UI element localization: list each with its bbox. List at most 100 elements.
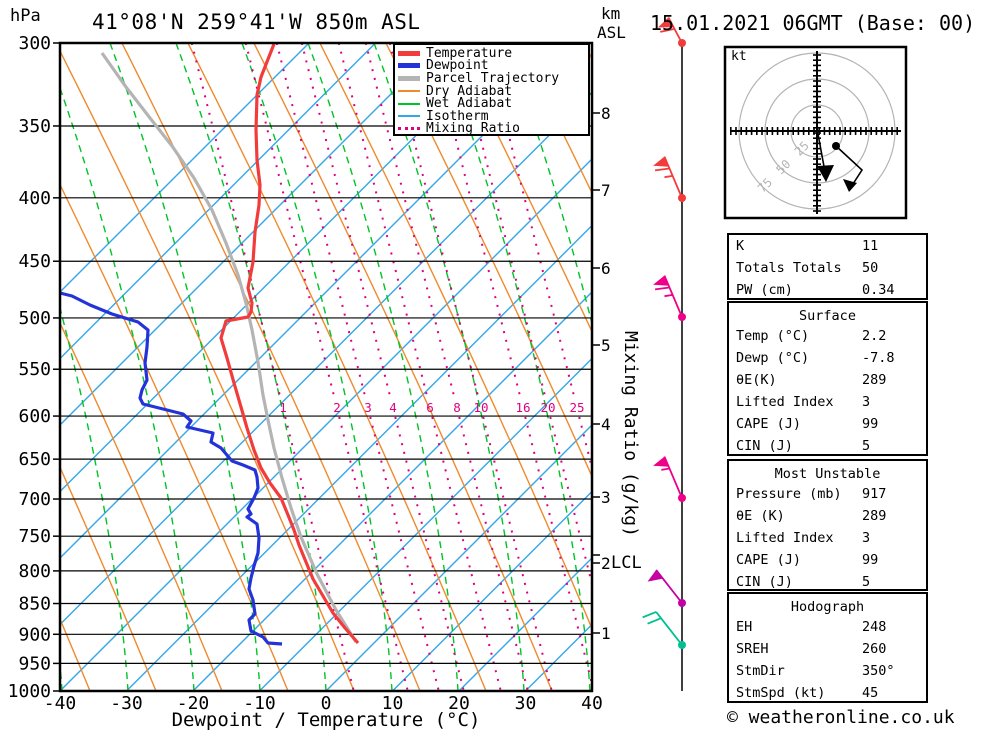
- table-row: Dewp (°C) -7.8: [729, 347, 926, 369]
- legend-item: Dewpoint: [395, 58, 588, 74]
- dewpoint-line-swatch: [398, 63, 420, 69]
- dry-adiabat-line: [451, 44, 591, 332]
- pressure-tick-label: 1000: [8, 681, 51, 702]
- dewpoint-curve: [59, 291, 283, 646]
- legend-item: Isotherm: [395, 109, 588, 124]
- km-tick-label: 2: [601, 554, 611, 573]
- mixing-ratio-value-label: 3: [364, 400, 372, 415]
- legend-item: Dry Adiabat: [395, 83, 588, 99]
- isotherm-line: [259, 358, 591, 690]
- lcl-marker-label: LCL: [611, 553, 642, 573]
- pressure-tick-label: 350: [18, 116, 51, 137]
- mixing-ratio-value-label: 10: [473, 400, 488, 415]
- table-row: SREH 260: [729, 638, 926, 660]
- temperature-tick-label: -20: [177, 693, 210, 714]
- temperature-line-swatch: [398, 50, 420, 56]
- mixing-ratio-line: [458, 416, 529, 690]
- table-row: CIN (J) 5: [729, 435, 926, 457]
- isotherm-line: [61, 92, 591, 625]
- wind-barb-pennant: [653, 156, 669, 167]
- mixing-ratio-line: [369, 416, 440, 690]
- altitude-unit-label-km: km: [601, 4, 621, 23]
- wind-barb-half: [661, 467, 670, 471]
- temperature-tick-label: 40: [581, 693, 603, 714]
- hodograph-trace-start-dot: [832, 142, 840, 150]
- legend-item: Parcel Trajectory: [395, 71, 588, 86]
- legend-label: Dewpoint: [426, 58, 489, 74]
- table-row-label: Lifted Index: [736, 394, 834, 410]
- mixing-ratio-value-label: 4: [389, 400, 397, 415]
- legend-item: Mixing Ratio: [395, 121, 588, 136]
- isotherm-line: [61, 44, 309, 292]
- dry-adiabat-line-swatch: [398, 90, 420, 93]
- temperature-tick-label: -30: [110, 693, 143, 714]
- km-tick-label: 1: [601, 624, 611, 643]
- isotherm-line: [126, 225, 591, 690]
- hodograph-table: Hodograph EH 248 SREH 260 StmDir 350° StmSpd (…: [727, 592, 928, 703]
- storm-motion-arrowhead: [817, 165, 834, 182]
- wind-barb: [642, 611, 686, 649]
- table-row: Pressure (mb) 917: [729, 483, 926, 505]
- temperature-tick-label: 20: [448, 693, 470, 714]
- legend-item: Temperature: [395, 46, 588, 61]
- table-row-label: Dewp (°C): [736, 350, 810, 366]
- pressure-tick-label: 800: [18, 561, 51, 582]
- temperature-tick-label: -10: [243, 693, 276, 714]
- mixing-ratio-value-label: 2: [333, 400, 341, 415]
- isotherm-line: [61, 159, 591, 690]
- mixing-ratio-line: [284, 416, 355, 690]
- mixing-ratio-line: [482, 416, 553, 690]
- table-row-value: 45: [862, 685, 879, 701]
- wind-barb-full: [660, 27, 675, 33]
- table-row-value: 0.34: [862, 282, 895, 298]
- table-row-value: 2.2: [862, 328, 887, 344]
- table-row-label: PW (cm): [736, 282, 793, 298]
- table-row: PW (cm) 0.34: [729, 279, 926, 301]
- table-row: StmSpd (kt) 45: [729, 682, 926, 704]
- table-row-value: 260: [862, 641, 887, 657]
- pressure-unit-label: hPa: [10, 6, 41, 26]
- table-row-label: SREH: [736, 641, 769, 657]
- km-tick-label: 6: [601, 259, 611, 278]
- legend-item: Wet Adiabat: [395, 96, 588, 112]
- table-row-value: 3: [862, 394, 871, 410]
- table-row-label: Temp (°C): [736, 328, 810, 344]
- surface-table: Surface Temp (°C) 2.2 Dewp (°C) -7.8 θE(K) 28…: [727, 301, 928, 456]
- km-tick-label: 5: [601, 336, 611, 355]
- mixing-ratio-value-label: 6: [426, 400, 434, 415]
- wind-barb: [653, 275, 686, 321]
- mixing-ratio-line: [338, 416, 409, 690]
- table-row: Totals Totals 50: [729, 257, 926, 279]
- pressure-tick-label: 300: [18, 33, 51, 54]
- parcel-line-swatch: [398, 75, 420, 81]
- wind-barb-pennant: [653, 275, 669, 286]
- isotherm-line: [61, 44, 376, 359]
- wind-barb-full: [654, 167, 670, 172]
- table-row-value: 289: [862, 372, 887, 388]
- pressure-tick-label: 400: [18, 188, 51, 209]
- km-tick-label: 4: [601, 415, 611, 434]
- hodograph-unit-label: kt: [731, 49, 747, 64]
- table-row-value: -7.8: [862, 350, 895, 366]
- wind-barb: [653, 156, 686, 202]
- mixing-ratio-value-label: 16: [515, 400, 530, 415]
- temperature-tick-label: -40: [44, 693, 77, 714]
- table-row: Lifted Index 3: [729, 391, 926, 413]
- pressure-tick-label: 650: [18, 449, 51, 470]
- table-row-label: CAPE (J): [736, 552, 802, 568]
- table-row: CAPE (J) 99: [729, 549, 926, 571]
- pressure-tick-label: 950: [18, 653, 51, 674]
- temperature-tick-label: 30: [515, 693, 537, 714]
- hodograph-trace: [835, 145, 864, 188]
- temperature-tick-label: 10: [382, 693, 404, 714]
- isotherm-line: [61, 44, 442, 425]
- table-title: Surface: [799, 308, 856, 324]
- legend-label: Wet Adiabat: [426, 96, 513, 112]
- legend-label: Dry Adiabat: [426, 83, 513, 99]
- table-row: Temp (°C) 2.2: [729, 325, 926, 347]
- mixing-ratio-value-label: 8: [453, 400, 461, 415]
- table-row-value: 3: [862, 530, 871, 546]
- temperature-tick-label: 0: [321, 693, 332, 714]
- pressure-tick-label: 450: [18, 251, 51, 272]
- isotherm-line: [61, 44, 509, 492]
